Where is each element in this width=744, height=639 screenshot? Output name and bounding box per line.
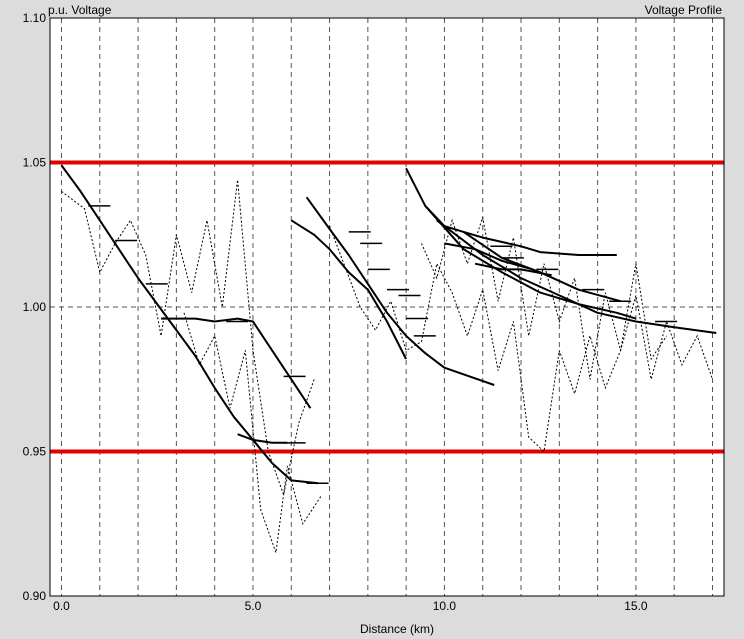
feeder-voltage-line (474, 262, 552, 277)
limit-lines (50, 160, 724, 454)
chart-title: Voltage Profile (645, 3, 723, 17)
x-tick-label: 5.0 (245, 599, 262, 613)
x-tick-label: 0.0 (53, 599, 70, 613)
feeder-voltage-line (305, 196, 495, 386)
y-tick-label: 0.95 (23, 445, 47, 459)
feeder-phase-dotted-line (421, 217, 668, 380)
y-tick-label: 0.90 (23, 589, 47, 603)
x-axis-label: Distance (km) (360, 622, 434, 636)
feeder-phase-dotted-line (61, 179, 315, 497)
feeder-voltage-line (290, 219, 407, 360)
feeder-voltage-line (60, 164, 319, 485)
series-layer (60, 164, 717, 553)
feeder-phase-dotted-line (329, 225, 713, 453)
y-tick-label: 1.05 (23, 156, 47, 170)
feeder-voltage-line (424, 205, 637, 320)
feeder-voltage-line (444, 242, 533, 271)
y-tick-label: 1.10 (23, 11, 47, 25)
feeder-phase-dotted-line (183, 312, 323, 553)
x-tick-label: 10.0 (433, 599, 457, 613)
feeder-voltage-line (237, 433, 288, 444)
y-tick-label: 1.00 (23, 300, 47, 314)
tap-markers (88, 205, 678, 485)
plot-frame (49, 17, 725, 597)
y-axis-label: p.u. Voltage (48, 3, 112, 17)
feeder-voltage-line (161, 317, 312, 409)
x-tick-label: 15.0 (624, 599, 648, 613)
grid-lines (50, 17, 724, 597)
tick-labels: 0.90 0.95 1.00 1.05 1.10 0.0 5.0 10.0 15.0 (23, 11, 648, 613)
